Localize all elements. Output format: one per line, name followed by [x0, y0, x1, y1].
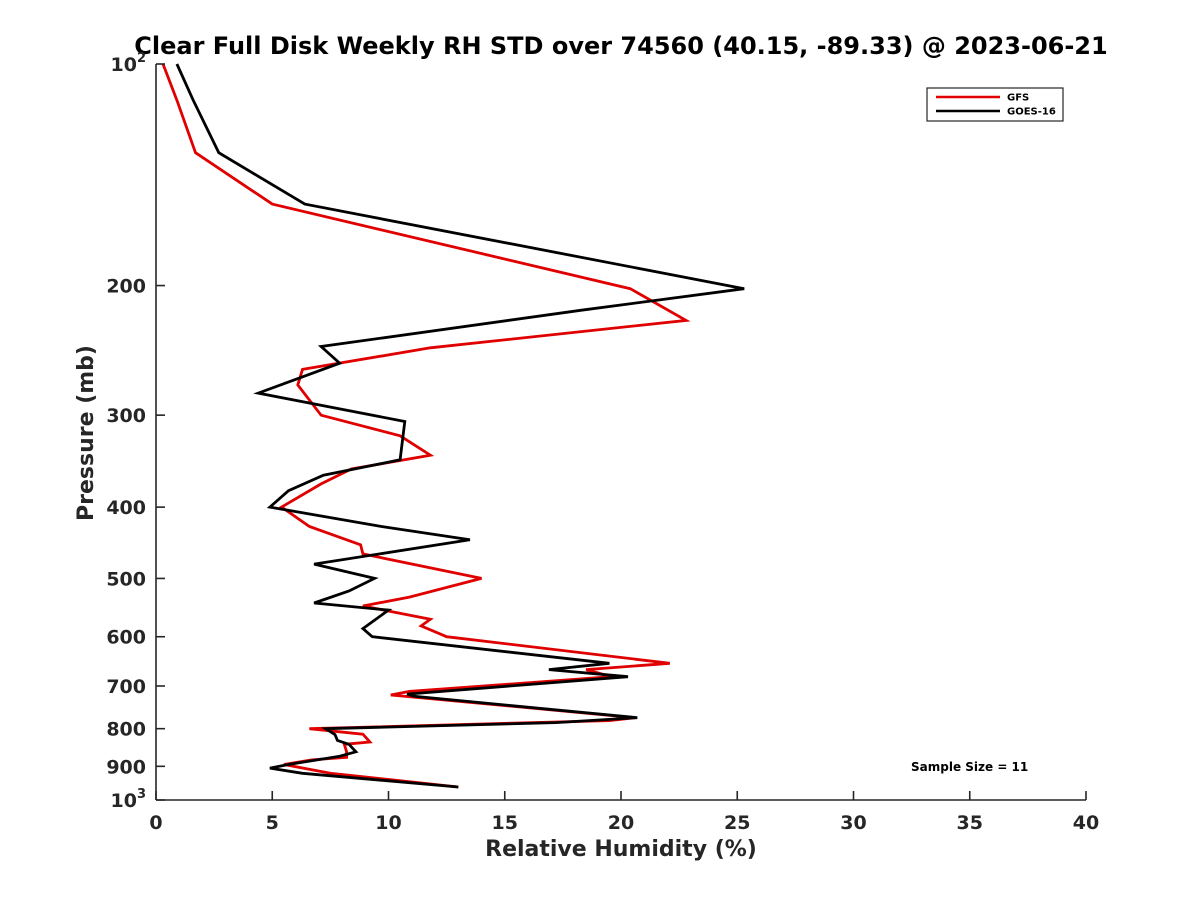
y-tick-label: 800	[106, 719, 146, 741]
series-line-goes-16	[175, 63, 745, 789]
y-ticks: 102 200 300 400 500 600 700 800 900 103	[106, 51, 165, 812]
x-tick-label: 5	[266, 812, 279, 834]
x-tick-label: 15	[492, 812, 518, 834]
legend-box	[926, 87, 1064, 122]
sample-size-annotation: Sample Size = 11	[911, 760, 1028, 774]
x-tick-label: 0	[149, 812, 162, 834]
y-tick-label: 103	[111, 787, 147, 812]
y-tick-label: 500	[106, 568, 146, 590]
x-tick-label: 30	[840, 812, 866, 834]
chart-title: Clear Full Disk Weekly RH STD over 74560…	[134, 32, 1107, 60]
plot-series	[161, 63, 745, 789]
y-tick-label: 400	[106, 497, 146, 519]
y-tick-label: 200	[106, 276, 146, 298]
x-axis-label: Relative Humidity (%)	[485, 837, 757, 862]
y-tick-label: 700	[106, 676, 146, 698]
y-tick-label: 300	[106, 405, 146, 427]
x-tick-label: 40	[1073, 812, 1099, 834]
x-tick-label: 10	[375, 812, 401, 834]
legend-label-goes-16: GOES-16	[1007, 107, 1056, 118]
x-tick-label: 35	[957, 812, 983, 834]
legend: GFS GOES-16	[926, 87, 1064, 122]
series-line-gfs	[161, 63, 691, 789]
y-tick-label: 900	[106, 756, 146, 778]
x-tick-label: 25	[724, 812, 750, 834]
y-tick-label: 600	[106, 627, 146, 649]
y-tick-label: 102	[111, 51, 147, 76]
x-tick-label: 20	[608, 812, 634, 834]
x-ticks: 0 5 10 15 20 25 30 35 40	[149, 791, 1099, 834]
y-axis-label: Pressure (mb)	[74, 345, 99, 521]
legend-label-gfs: GFS	[1007, 93, 1029, 104]
